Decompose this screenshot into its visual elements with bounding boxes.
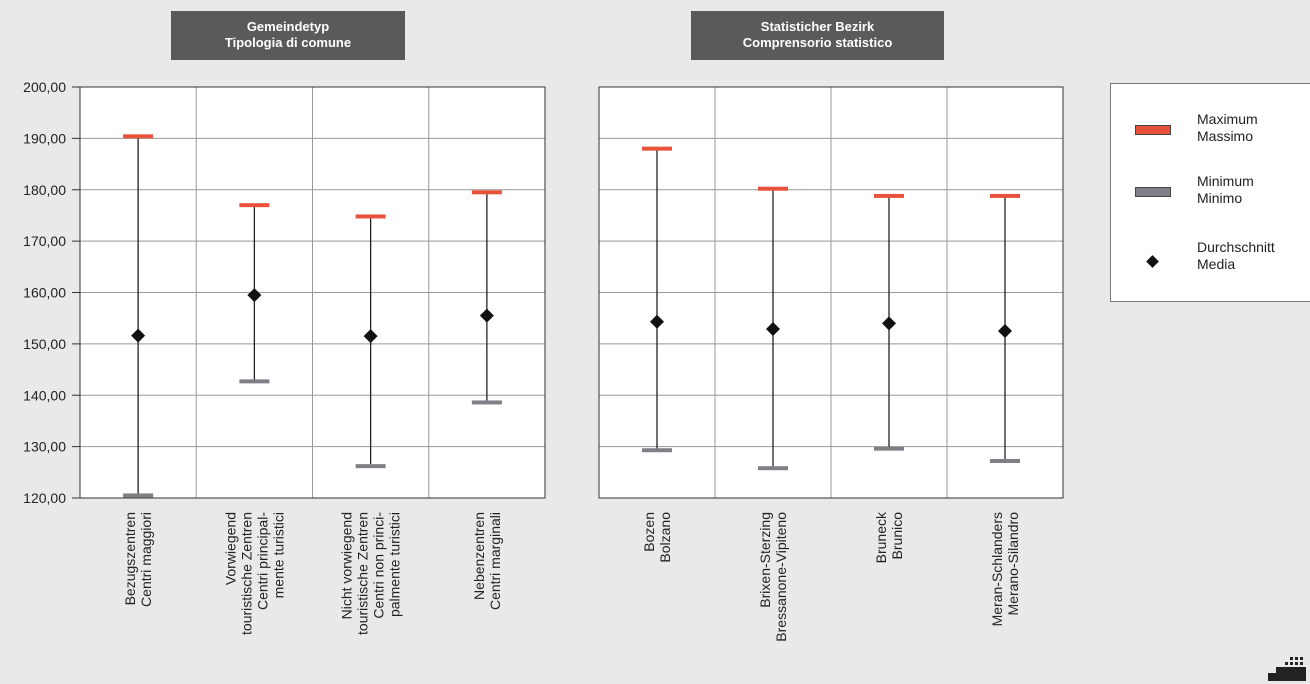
category-label: BruneckBrunico — [873, 511, 905, 563]
max-bar — [990, 193, 1020, 198]
panel2-header-line2: Comprensorio statistico — [742, 35, 893, 50]
legend-min-label: Minimum Minimo — [1197, 173, 1254, 207]
category-label-line: Meran-Schlanders — [989, 512, 1005, 626]
min-swatch — [1135, 187, 1171, 197]
category-label-line: touristische Zentren — [355, 512, 371, 635]
legend-max-line2: Massimo — [1197, 128, 1254, 144]
category-label-line: Nicht vorwiegend — [339, 512, 355, 619]
mean-marker — [882, 316, 896, 331]
category-label-line: Bruneck — [873, 511, 889, 563]
legend-max-label: Maximum Massimo — [1197, 111, 1258, 145]
min-bar — [758, 466, 788, 471]
category-label: BozenBolzano — [641, 512, 673, 563]
y-tick-label: 200,00 — [23, 79, 66, 95]
category-label-line: Bozen — [641, 512, 657, 552]
category-label: Meran-SchlandersMerano-Silandro — [989, 512, 1021, 627]
category-label-line: Centri maggiori — [138, 512, 154, 607]
category-label-line: Bolzano — [657, 512, 673, 563]
y-tick-label: 160,00 — [23, 285, 66, 301]
category-label-line: Brunico — [889, 512, 905, 560]
y-tick-label: 140,00 — [23, 387, 66, 403]
mean-marker — [766, 321, 780, 336]
category-label-line: Centri principal- — [254, 512, 270, 610]
min-bar — [355, 464, 386, 469]
range-chart: BezugszentrenCentri maggiori Vorwiegendto… — [23, 79, 1064, 642]
y-tick-label: 180,00 — [23, 182, 66, 198]
category-label-line: Centri non princi- — [371, 512, 387, 619]
category-label-line: mente turistici — [270, 512, 286, 598]
category-label-line: Bressanone-Vipiteno — [773, 512, 789, 642]
legend: Maximum Massimo Minimum Minimo Durchschn… — [1110, 83, 1310, 302]
category-label: Brixen-SterzingBressanone-Vipiteno — [757, 512, 789, 642]
category-label-line: Vorwiegend — [222, 512, 238, 585]
min-bar — [990, 459, 1020, 464]
min-bar — [471, 400, 502, 405]
y-tick-label: 150,00 — [23, 336, 66, 352]
panel1-header-line2: Tipologia di comune — [224, 35, 352, 50]
category-label-line: Merano-Silandro — [1005, 512, 1021, 616]
mean-marker — [131, 328, 146, 343]
panel1-header: Gemeindetyp Tipologia di comune — [171, 11, 405, 60]
diamond-icon — [1146, 255, 1159, 268]
category-label-line: Bezugszentren — [122, 512, 138, 605]
max-bar — [642, 146, 672, 151]
category-label: NebenzentrenCentri marginali — [471, 512, 503, 610]
legend-min-line1: Minimum — [1197, 173, 1254, 189]
max-bar — [758, 186, 788, 191]
legend-avg-label: Durchschnitt Media — [1197, 239, 1275, 273]
category-label-line: touristische Zentren — [238, 512, 254, 635]
category-label: BezugszentrenCentri maggiori — [122, 512, 154, 607]
legend-avg-line1: Durchschnitt — [1197, 239, 1275, 255]
y-tick-label: 170,00 — [23, 233, 66, 249]
min-bar — [642, 448, 672, 453]
mean-marker — [479, 308, 494, 323]
mean-marker — [247, 288, 262, 303]
max-bar — [471, 190, 502, 195]
mean-marker — [650, 314, 664, 329]
max-bar — [123, 134, 154, 139]
logo-icon — [1268, 657, 1306, 681]
plot-border — [598, 86, 1064, 499]
category-label: Nicht vorwiegendtouristische ZentrenCent… — [339, 512, 403, 635]
category-label-line: Brixen-Sterzing — [757, 512, 773, 608]
max-bar — [874, 193, 904, 198]
category-label: Vorwiegendtouristische ZentrenCentri pri… — [222, 512, 286, 635]
min-bar — [874, 446, 904, 451]
min-bar — [239, 379, 270, 384]
category-label-line: palmente turistici — [387, 512, 403, 617]
y-tick-label: 120,00 — [23, 490, 66, 506]
legend-min-line2: Minimo — [1197, 190, 1243, 206]
y-tick-label: 190,00 — [23, 130, 66, 146]
panel2-header: Statisticher Bezirk Comprensorio statist… — [691, 11, 944, 60]
legend-max-line1: Maximum — [1197, 111, 1258, 127]
max-bar — [355, 214, 386, 219]
y-tick-label: 130,00 — [23, 439, 66, 455]
legend-avg-line2: Media — [1197, 256, 1236, 272]
max-bar — [239, 203, 270, 208]
min-bar — [123, 493, 154, 498]
category-label-line: Centri marginali — [487, 512, 503, 610]
mean-marker — [998, 324, 1012, 339]
panel2-header-line1: Statisticher Bezirk — [760, 19, 875, 34]
panel1-header-line1: Gemeindetyp — [246, 19, 330, 34]
max-swatch — [1135, 125, 1171, 135]
category-label-line: Nebenzentren — [471, 512, 487, 600]
mean-marker — [363, 329, 378, 344]
